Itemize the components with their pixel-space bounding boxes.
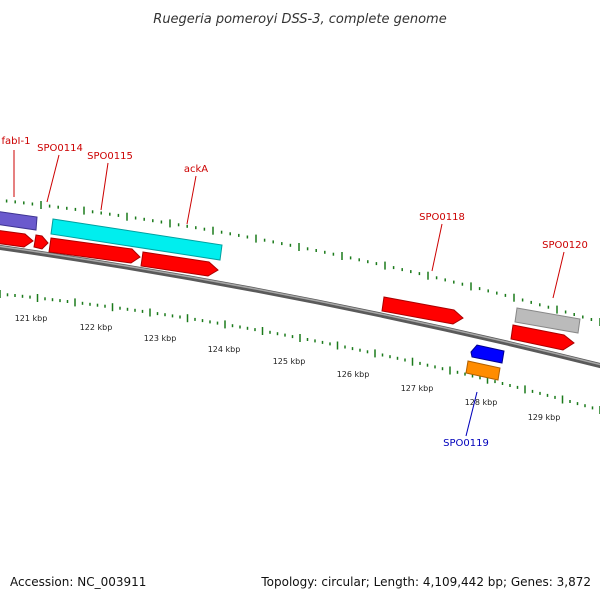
- gene-label-SPO0120[interactable]: SPO0120: [542, 240, 588, 251]
- gene-label-SPO0114[interactable]: SPO0114: [37, 143, 83, 154]
- gene-label-SPO0115[interactable]: SPO0115: [87, 151, 133, 162]
- gene-label-ackA[interactable]: ackA: [184, 164, 208, 175]
- accession-text: Accession: NC_003911: [10, 575, 147, 589]
- label-leader-SPO0114: [46, 154, 60, 203]
- scale-label: 124 kbp: [208, 345, 241, 354]
- gene-grey-block[interactable]: [514, 307, 581, 334]
- scale-label: 127 kbp: [401, 384, 434, 393]
- genome-summary-text: Topology: circular; Length: 4,109,442 bp…: [261, 575, 591, 589]
- scale-label: 128 kbp: [465, 398, 498, 407]
- label-leader-ackA: [186, 175, 197, 225]
- genome-backbone-highlight: [0, 245, 600, 366]
- scale-label: 129 kbp: [528, 413, 561, 422]
- gene-arrow-SPO0118[interactable]: [381, 296, 464, 325]
- map-title: Ruegeria pomeroyi DSS-3, complete genome: [153, 12, 446, 27]
- gene-label-SPO0118[interactable]: SPO0118: [419, 212, 465, 223]
- scale-label: 126 kbp: [337, 370, 370, 379]
- scale-label: 121 kbp: [15, 314, 48, 323]
- gene-arrow-ackA[interactable]: [140, 251, 219, 277]
- gene-arrow-SPO0120[interactable]: [510, 324, 575, 351]
- tick-row-lower: [0, 290, 600, 414]
- gene-label-fabI-1[interactable]: fabI-1: [2, 136, 31, 147]
- scale-label: 123 kbp: [144, 334, 177, 343]
- label-leader-SPO0115: [100, 162, 109, 211]
- scale-label: 122 kbp: [80, 323, 113, 332]
- label-leader-SPO0118: [431, 223, 443, 272]
- gene-fabI-1-block[interactable]: [0, 211, 38, 231]
- gene-SPO0119-block[interactable]: [465, 360, 501, 381]
- gene-arrow-fabI-1[interactable]: [0, 230, 34, 248]
- tick-row-upper: [5, 199, 600, 326]
- genome-backbone: [0, 244, 600, 369]
- gene-arrow-blue-reverse[interactable]: [470, 344, 505, 364]
- label-leader-SPO0119: [465, 391, 478, 437]
- gene-arrow-SPO0115[interactable]: [48, 237, 141, 264]
- gene-arrow-SPO0114[interactable]: [33, 234, 49, 250]
- scale-label: 125 kbp: [273, 357, 306, 366]
- gene-label-SPO0119[interactable]: SPO0119: [443, 438, 489, 449]
- gene-cyan-block[interactable]: [50, 218, 223, 261]
- label-leader-SPO0120: [552, 251, 565, 299]
